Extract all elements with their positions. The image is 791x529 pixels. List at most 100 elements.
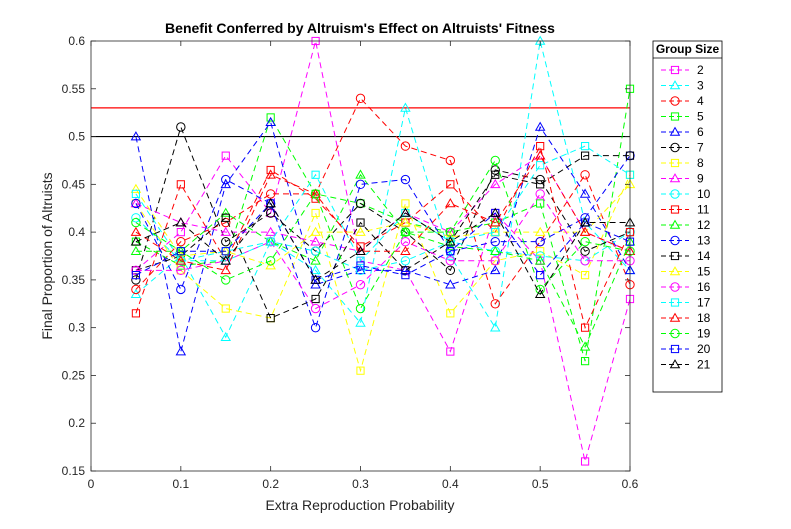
legend-marker: [669, 359, 681, 369]
data-point-14-3: [266, 314, 275, 323]
legend-marker: [669, 80, 681, 90]
data-point-14-5: [356, 218, 365, 227]
data-point-20-9: [536, 271, 545, 280]
data-point-16-1: [176, 265, 186, 276]
data-point-21-5: [355, 245, 366, 256]
legend-marker: [670, 158, 680, 168]
legend-item-2: 2: [661, 63, 704, 77]
series-group-6: [130, 116, 636, 356]
data-point-16-3: [265, 236, 276, 247]
series-line-20: [135, 202, 631, 281]
legend-marker: [669, 312, 681, 322]
data-point-6-8: [489, 264, 501, 275]
data-point-11-1: [176, 180, 185, 189]
data-point-7-3: [265, 208, 276, 218]
data-point-2-10: [580, 457, 590, 466]
data-point-18-8: [489, 217, 501, 227]
data-point-13-2: [221, 174, 231, 185]
data-point-19-8: [490, 155, 500, 166]
legend-item-18: 18: [661, 311, 711, 325]
data-point-8-10: [580, 271, 590, 280]
data-point-6-9: [534, 121, 546, 131]
data-point-17-9: [536, 161, 545, 170]
legend-marker: [670, 235, 680, 246]
series-line-13: [135, 155, 631, 330]
data-point-19-5: [355, 303, 366, 314]
data-point-15-1: [175, 250, 187, 260]
legend-marker: [670, 142, 680, 153]
y-tick-label: 0.4: [68, 225, 85, 239]
series-line-6: [135, 121, 631, 352]
series-line-15: [135, 183, 631, 267]
y-tick-label: 0.45: [62, 177, 86, 191]
y-tick-label: 0.6: [68, 34, 85, 48]
data-point-15-9: [534, 226, 546, 236]
data-point-19-0: [131, 217, 141, 228]
data-point-19-3: [265, 256, 276, 266]
data-point-15-0: [130, 183, 142, 193]
data-point-4-10: [580, 170, 590, 180]
data-point-5-5: [356, 199, 365, 208]
legend-label: 7: [697, 141, 704, 155]
data-point-15-7: [445, 231, 456, 241]
data-point-4-5: [355, 93, 366, 104]
legend-label: 20: [697, 342, 711, 356]
data-point-15-3: [265, 260, 276, 270]
data-point-12-10: [579, 341, 591, 351]
legend-marker: [669, 173, 681, 183]
data-point-18-9: [534, 150, 546, 160]
data-point-3-0: [130, 288, 142, 299]
data-point-11-9: [536, 142, 545, 151]
data-point-12-7: [445, 241, 456, 251]
data-point-14-2: [221, 213, 230, 222]
data-point-20-6: [401, 271, 410, 280]
series-line-4: [135, 97, 631, 305]
data-point-18-2: [220, 264, 232, 275]
legend-label: 10: [697, 187, 711, 201]
data-point-3-6: [400, 102, 411, 112]
data-point-7-9: [535, 174, 545, 185]
data-point-20-0: [131, 271, 141, 280]
data-point-19-6: [400, 227, 411, 237]
data-point-16-8: [490, 256, 500, 266]
x-tick-label: 0: [88, 477, 95, 491]
y-axis-label: Final Proportion of Altruists: [39, 172, 55, 339]
series-line-8: [135, 174, 631, 373]
data-point-6-1: [175, 346, 187, 356]
legend-label: 5: [697, 110, 704, 124]
data-point-20-7: [446, 247, 455, 256]
legend-item-8: 8: [661, 156, 704, 170]
legend-label: 8: [697, 156, 704, 170]
data-point-2-1: [176, 228, 185, 237]
data-point-16-9: [535, 189, 545, 199]
legend-title: Group Size: [656, 42, 720, 56]
data-point-13-10: [580, 213, 590, 223]
data-point-11-0: [131, 309, 141, 318]
data-point-2-2: [221, 151, 230, 160]
legend-item-11: 11: [661, 203, 710, 217]
data-point-17-5: [356, 256, 365, 265]
data-point-16-10: [580, 256, 590, 266]
data-point-16-7: [445, 256, 456, 266]
legend-marker: [670, 65, 680, 75]
data-point-2-7: [446, 347, 455, 356]
data-point-8-2: [221, 304, 230, 313]
legend-label: 4: [697, 94, 704, 108]
data-point-4-8: [490, 299, 500, 309]
data-point-21-0: [130, 236, 142, 246]
data-point-7-7: [445, 265, 456, 276]
data-point-6-7: [445, 279, 456, 289]
series-line-17: [135, 145, 631, 262]
legend-item-12: 12: [661, 218, 711, 232]
data-point-13-1: [176, 284, 186, 295]
legend-label: 17: [697, 296, 711, 310]
x-axis-label: Extra Reproduction Probability: [265, 497, 454, 513]
data-point-8-4: [311, 208, 320, 218]
legend-marker: [669, 219, 681, 229]
data-point-6-4: [310, 279, 321, 289]
legend-item-3: 3: [661, 79, 704, 93]
data-point-10-0: [131, 213, 141, 223]
data-point-18-4: [310, 188, 321, 198]
y-tick-label: 0.15: [62, 464, 86, 478]
